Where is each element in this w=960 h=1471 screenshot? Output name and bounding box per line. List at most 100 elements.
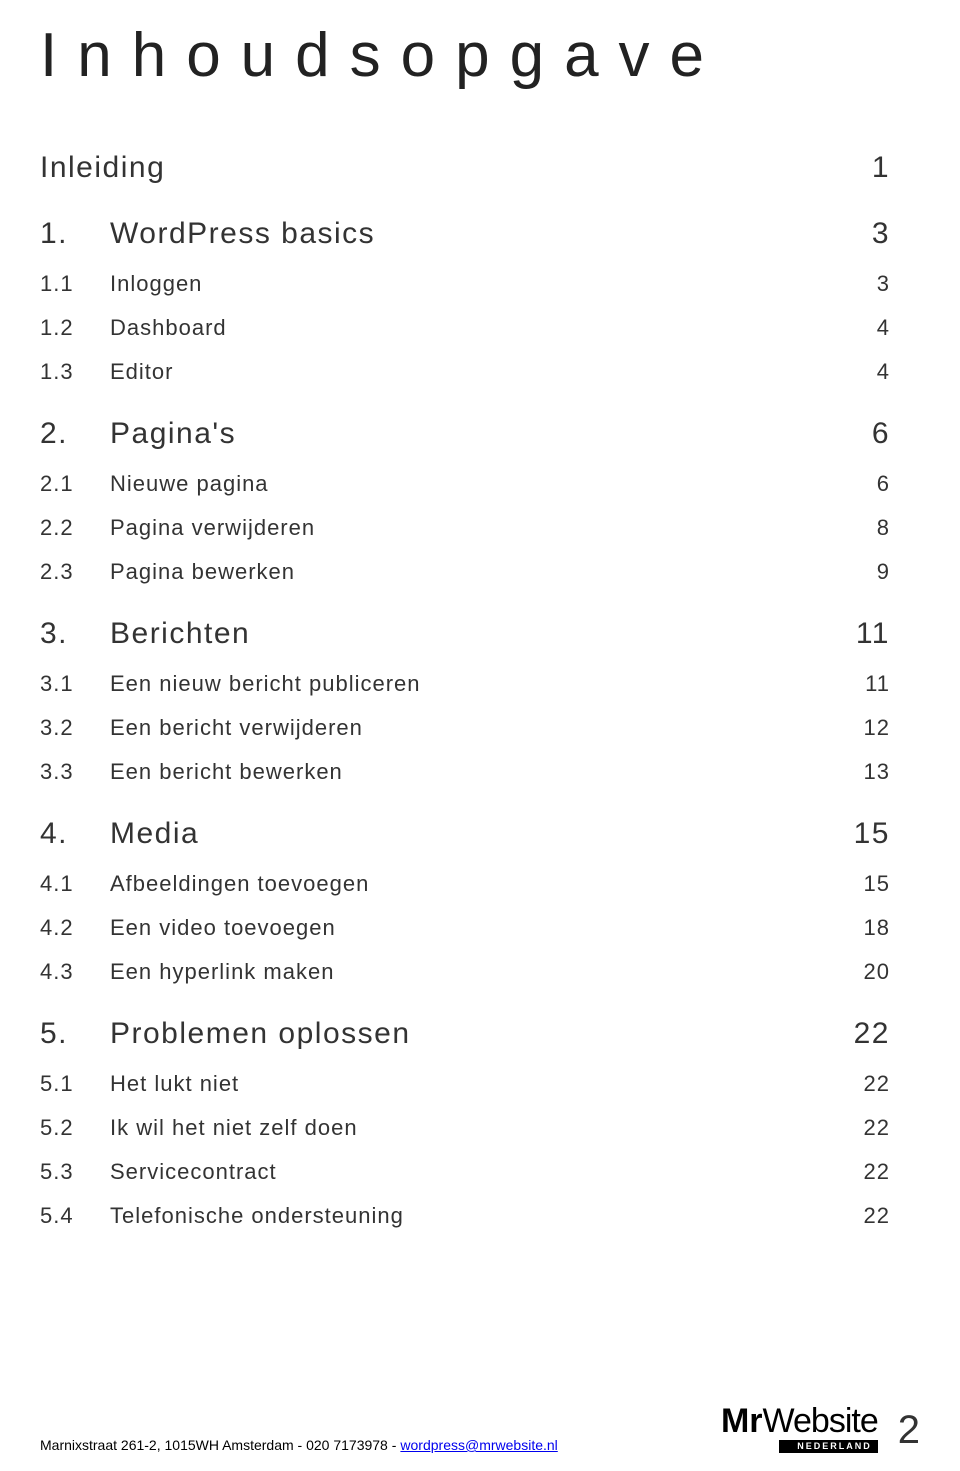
toc-sub-label: Afbeeldingen toevoegen [110, 871, 830, 897]
toc-section-row: 1.WordPress basics3 [40, 217, 890, 251]
toc-intro-row: Inleiding 1 [40, 151, 890, 185]
toc-sub-row: 2.1Nieuwe pagina6 [40, 471, 890, 497]
toc-sub-row: 4.2Een video toevoegen18 [40, 915, 890, 941]
toc-sub-page: 22 [830, 1071, 890, 1097]
toc-sub-row: 1.2Dashboard4 [40, 315, 890, 341]
toc-page: Inhoudsopgave Inleiding 1 1.WordPress ba… [0, 0, 960, 1229]
toc-sub-label: Een video toevoegen [110, 915, 830, 941]
toc-section-label: Pagina's [110, 417, 830, 451]
footer-address: Marnixstraat 261-2, 1015WH Amsterdam - 0… [40, 1437, 396, 1453]
toc-sub-row: 2.3Pagina bewerken9 [40, 559, 890, 585]
toc-section-label: Media [110, 817, 830, 851]
toc-section-num: 5. [40, 1017, 110, 1051]
toc-sub-label: Een bericht verwijderen [110, 715, 830, 741]
toc-sub-row: 3.2Een bericht verwijderen12 [40, 715, 890, 741]
toc-sub-row: 4.3Een hyperlink maken20 [40, 959, 890, 985]
toc-sub-row: 5.4Telefonische ondersteuning22 [40, 1203, 890, 1229]
toc-sub-num: 4.3 [40, 959, 110, 985]
toc-body: 1.WordPress basics31.1Inloggen31.2Dashbo… [40, 217, 890, 1229]
toc-section-row: 3.Berichten11 [40, 617, 890, 651]
toc-section-label: Berichten [110, 617, 830, 651]
toc-sub-num: 2.3 [40, 559, 110, 585]
toc-sub-page: 13 [830, 759, 890, 785]
toc-sub-num: 3.1 [40, 671, 110, 697]
toc-sub-page: 15 [830, 871, 890, 897]
toc-sub-row: 3.3Een bericht bewerken13 [40, 759, 890, 785]
toc-sub-row: 1.3Editor4 [40, 359, 890, 385]
logo-light: Website [763, 1404, 878, 1438]
toc-sub-label: Telefonische ondersteuning [110, 1203, 830, 1229]
page-title: Inhoudsopgave [40, 20, 890, 91]
toc-sub-page: 20 [830, 959, 890, 985]
toc-sub-page: 4 [830, 315, 890, 341]
toc-sub-page: 12 [830, 715, 890, 741]
toc-sub-label: Pagina verwijderen [110, 515, 830, 541]
toc-sub-page: 18 [830, 915, 890, 941]
toc-sub-label: Nieuwe pagina [110, 471, 830, 497]
toc-sub-page: 3 [830, 271, 890, 297]
toc-sub-row: 5.3Servicecontract22 [40, 1159, 890, 1185]
toc-sub-num: 3.2 [40, 715, 110, 741]
toc-sub-row: 2.2Pagina verwijderen8 [40, 515, 890, 541]
toc-section-label: WordPress basics [110, 217, 830, 251]
toc-sub-num: 1.1 [40, 271, 110, 297]
toc-sub-row: 5.1Het lukt niet22 [40, 1071, 890, 1097]
footer-email-link[interactable]: wordpress@mrwebsite.nl [400, 1437, 557, 1453]
logo-main: Mr Website [721, 1404, 878, 1438]
page-footer: Marnixstraat 261-2, 1015WH Amsterdam - 0… [0, 1404, 960, 1453]
logo: Mr Website NEDERLAND [721, 1404, 878, 1453]
toc-sub-row: 5.2Ik wil het niet zelf doen22 [40, 1115, 890, 1141]
toc-section-row: 4.Media15 [40, 817, 890, 851]
toc-section-page: 11 [830, 617, 890, 651]
toc-section-page: 15 [830, 817, 890, 851]
toc-section-row: 5.Problemen oplossen22 [40, 1017, 890, 1051]
toc-sub-page: 22 [830, 1159, 890, 1185]
toc-sub-num: 4.1 [40, 871, 110, 897]
footer-contact: Marnixstraat 261-2, 1015WH Amsterdam - 0… [40, 1437, 558, 1453]
logo-tag: NEDERLAND [779, 1440, 878, 1453]
toc-sub-label: Ik wil het niet zelf doen [110, 1115, 830, 1141]
toc-sub-num: 1.2 [40, 315, 110, 341]
toc-sub-num: 5.4 [40, 1203, 110, 1229]
toc-section-page: 3 [830, 217, 890, 251]
toc-sub-num: 5.2 [40, 1115, 110, 1141]
toc-sub-label: Editor [110, 359, 830, 385]
toc-sub-num: 3.3 [40, 759, 110, 785]
toc-sub-page: 9 [830, 559, 890, 585]
toc-sub-row: 3.1Een nieuw bericht publiceren11 [40, 671, 890, 697]
toc-sub-label: Inloggen [110, 271, 830, 297]
toc-sub-row: 4.1Afbeeldingen toevoegen15 [40, 871, 890, 897]
page-number: 2 [898, 1408, 920, 1453]
toc-section-num: 1. [40, 217, 110, 251]
toc-sub-num: 4.2 [40, 915, 110, 941]
toc-sub-page: 22 [830, 1115, 890, 1141]
toc-section-label: Problemen oplossen [110, 1017, 830, 1051]
footer-right: Mr Website NEDERLAND 2 [721, 1404, 920, 1453]
toc-section-num: 2. [40, 417, 110, 451]
toc-sub-label: Een bericht bewerken [110, 759, 830, 785]
toc-sub-label: Het lukt niet [110, 1071, 830, 1097]
toc-section-row: 2.Pagina's6 [40, 417, 890, 451]
toc-section-num: 3. [40, 617, 110, 651]
toc-sub-num: 1.3 [40, 359, 110, 385]
toc-sub-label: Dashboard [110, 315, 830, 341]
toc-sub-page: 4 [830, 359, 890, 385]
toc-sub-label: Pagina bewerken [110, 559, 830, 585]
toc-sub-label: Een hyperlink maken [110, 959, 830, 985]
toc-sub-label: Een nieuw bericht publiceren [110, 671, 830, 697]
toc-section-page: 22 [830, 1017, 890, 1051]
toc-sub-num: 5.1 [40, 1071, 110, 1097]
toc-sub-row: 1.1Inloggen3 [40, 271, 890, 297]
toc-sub-num: 2.2 [40, 515, 110, 541]
toc-section-page: 6 [830, 417, 890, 451]
logo-bold: Mr [721, 1404, 763, 1438]
toc-section-num: 4. [40, 817, 110, 851]
toc-sub-num: 5.3 [40, 1159, 110, 1185]
toc-sub-num: 2.1 [40, 471, 110, 497]
toc-sub-page: 11 [830, 671, 890, 697]
toc-sub-page: 22 [830, 1203, 890, 1229]
toc-sub-page: 8 [830, 515, 890, 541]
toc-intro-page: 1 [830, 151, 890, 185]
toc-intro-label: Inleiding [40, 151, 830, 185]
toc-sub-label: Servicecontract [110, 1159, 830, 1185]
